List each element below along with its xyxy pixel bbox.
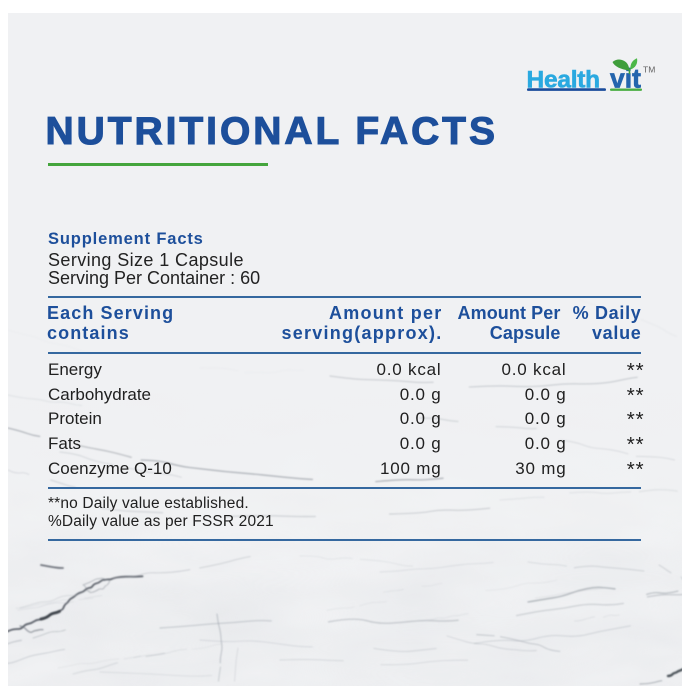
svg-text:TM: TM — [643, 65, 655, 75]
